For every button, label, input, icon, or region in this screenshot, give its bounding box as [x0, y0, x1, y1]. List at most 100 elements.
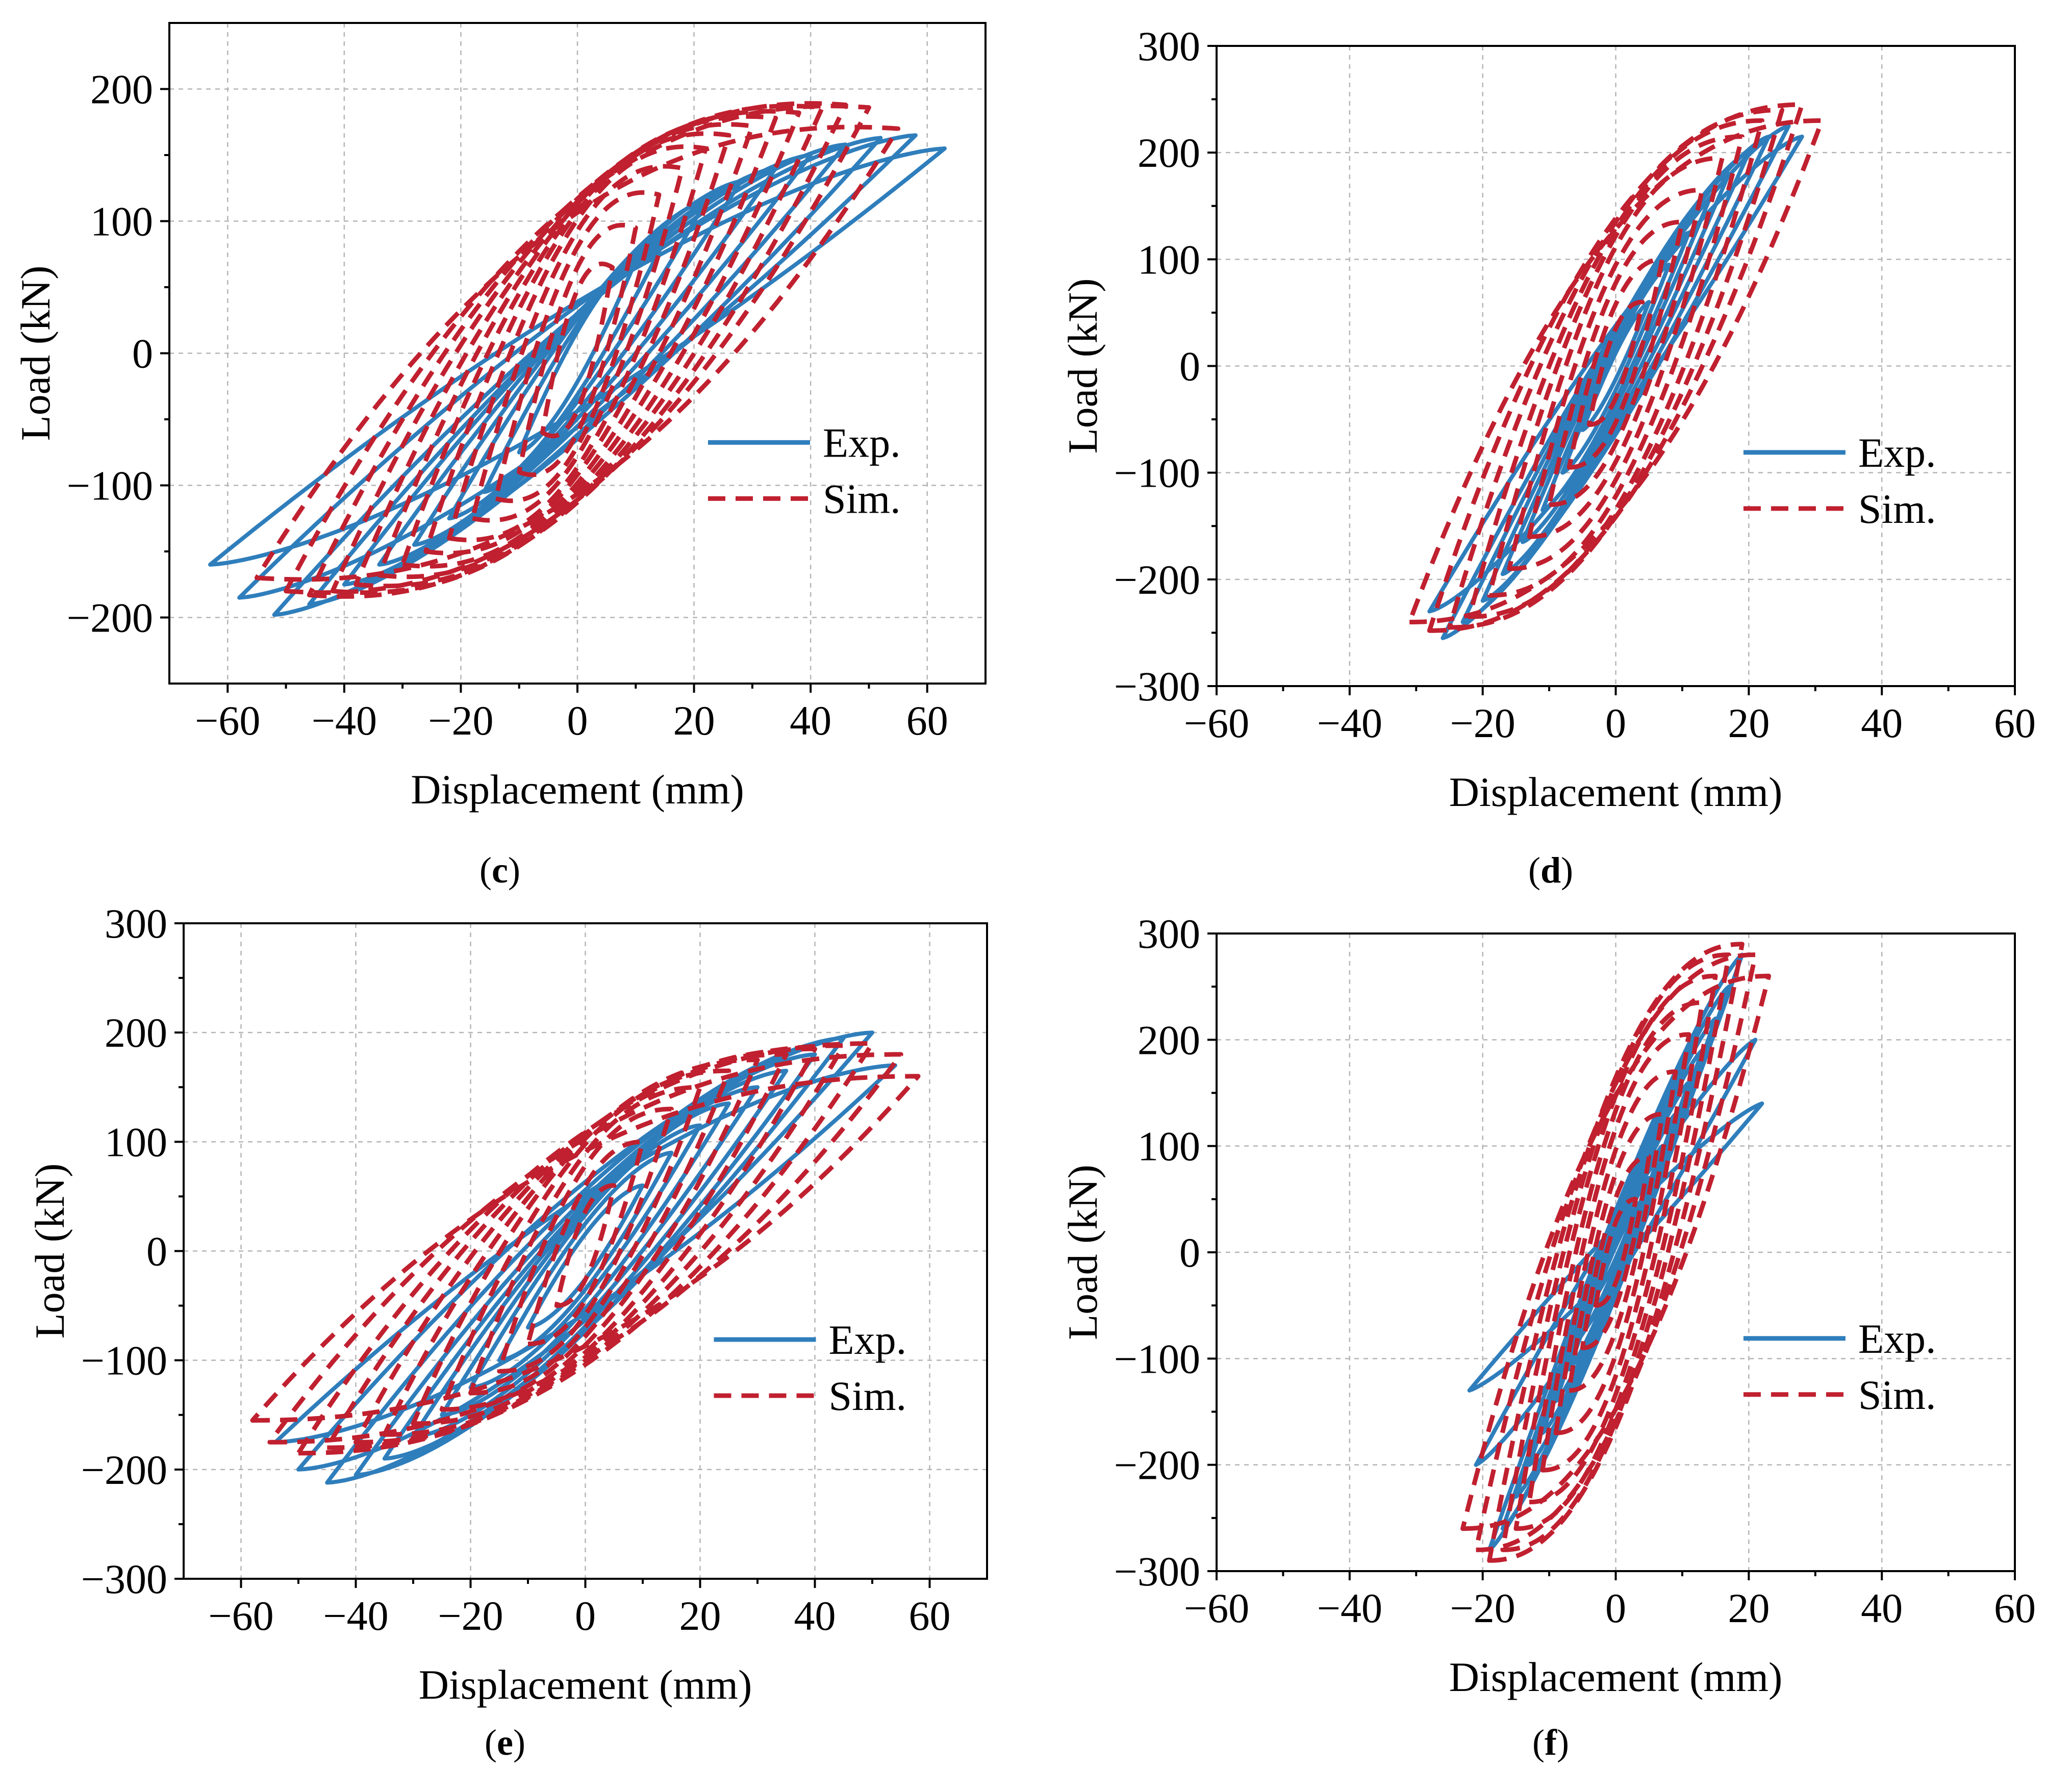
hysteresis-loop: [330, 104, 825, 595]
y-tick-label: −100: [81, 1337, 167, 1384]
hysteresis-loop: [497, 1106, 674, 1374]
hysteresis-loop: [423, 131, 731, 556]
x-tick-label: −60: [1184, 1585, 1249, 1631]
y-tick-label: 200: [90, 66, 153, 113]
x-tick-label: 40: [794, 1593, 836, 1639]
hysteresis-loop: [517, 222, 638, 477]
legend-label: Sim.: [823, 475, 901, 522]
hysteresis-loop: [284, 104, 871, 595]
y-tick-label: 100: [105, 1119, 167, 1165]
hysteresis-loop: [208, 146, 947, 567]
hysteresis-loop: [237, 133, 918, 600]
x-tick-label: −20: [1450, 1585, 1515, 1631]
hysteresis-loop: [1407, 118, 1825, 624]
y-tick-label: −200: [67, 595, 153, 641]
hysteresis-loop: [296, 1041, 875, 1456]
chart-panel-d: −60 −40 −20 0 20 40 60−300−200−1000100200300Di…: [1059, 23, 2036, 891]
x-tick-label: 20: [1728, 1585, 1770, 1631]
x-tick-label: 40: [790, 697, 831, 744]
y-tick-label: −200: [1114, 557, 1200, 603]
y-tick-label: 300: [1138, 23, 1200, 69]
hysteresis-loop: [525, 1139, 645, 1346]
legend-label: Exp.: [829, 1317, 907, 1363]
x-tick-label: 0: [1605, 1585, 1626, 1631]
y-tick-label: 100: [90, 198, 153, 245]
x-tick-label: 20: [673, 697, 715, 744]
hysteresis-loop: [1580, 1154, 1652, 1350]
hysteresis-loop: [1487, 942, 1745, 1563]
hysteresis-loop: [1460, 973, 1771, 1531]
hysteresis-loop: [1427, 134, 1804, 614]
x-tick-label: 60: [1994, 700, 2036, 746]
hysteresis-loop: [254, 124, 901, 582]
legend-label: Sim.: [1858, 1372, 1936, 1418]
x-tick-label: 0: [1605, 700, 1626, 746]
hysteresis-loop: [493, 190, 662, 503]
x-tick-label: 60: [909, 1593, 951, 1639]
hysteresis-loop: [411, 1057, 760, 1426]
x-tick-label: −60: [1184, 700, 1249, 746]
hysteresis-loop: [468, 1123, 702, 1390]
y-axis-title: Load (kN): [12, 266, 59, 441]
hysteresis-loop: [1527, 187, 1705, 539]
hysteresis-loop: [540, 261, 615, 439]
x-tick-label: −20: [438, 1593, 503, 1639]
x-tick-label: −40: [1317, 700, 1382, 746]
hysteresis-loop: [1427, 102, 1805, 633]
panel-caption: (e): [485, 1722, 525, 1763]
x-tick-label: 40: [1861, 700, 1903, 746]
hysteresis-loop: [1467, 118, 1764, 619]
x-tick-label: −40: [323, 1593, 388, 1639]
series-sim: [1407, 102, 1825, 633]
legend: Exp. Sim.: [708, 419, 901, 522]
hysteresis-loop: [1586, 299, 1645, 427]
hysteresis-loop: [1580, 300, 1651, 432]
x-axis-title: Displacement (mm): [1449, 1654, 1783, 1700]
series-sim: [254, 101, 901, 599]
panel-caption: (c): [479, 850, 520, 891]
x-tick-label: −60: [208, 1593, 273, 1639]
y-tick-label: 200: [1138, 1017, 1200, 1063]
y-tick-label: −100: [1114, 1335, 1200, 1382]
legend-label: Exp.: [1858, 430, 1936, 476]
x-tick-label: 0: [575, 1593, 596, 1639]
hysteresis-loop: [1553, 1069, 1678, 1435]
hysteresis-loop: [1474, 1038, 1758, 1467]
x-tick-label: 40: [1861, 1585, 1903, 1631]
y-tick-label: 100: [1138, 1123, 1200, 1170]
legend: Exp. Sim.: [1743, 1316, 1936, 1418]
legend: Exp. Sim.: [714, 1317, 907, 1419]
y-tick-label: −200: [81, 1447, 167, 1493]
hysteresis-loop: [325, 1036, 846, 1485]
y-axis-title: Load (kN): [1059, 279, 1106, 454]
x-tick-label: −60: [195, 697, 260, 744]
x-tick-label: 20: [1728, 700, 1770, 746]
hysteresis-loop: [1467, 1101, 1764, 1393]
x-tick-label: 60: [906, 697, 948, 744]
legend-label: Sim.: [829, 1373, 907, 1419]
x-tick-label: −20: [428, 697, 493, 744]
y-tick-label: 300: [105, 900, 167, 947]
panel-caption: (d): [1528, 850, 1573, 891]
x-axis-title: Displacement (mm): [1449, 769, 1783, 815]
hysteresis-loop: [439, 1068, 731, 1412]
x-tick-label: −40: [312, 697, 377, 744]
y-tick-label: 0: [132, 331, 153, 377]
chart-panel-c: −60 −40 −20 0 20 40 60−200−1000100200Displacem…: [12, 22, 987, 891]
hysteresis-loop: [1540, 1032, 1691, 1473]
hysteresis-loop: [353, 1046, 817, 1445]
y-tick-label: 100: [1138, 236, 1200, 283]
hysteresis-loop: [497, 1150, 674, 1362]
hysteresis-loop: [250, 1074, 921, 1423]
x-tick-label: −20: [1450, 700, 1515, 746]
y-tick-label: 200: [105, 1009, 167, 1056]
y-tick-label: −100: [67, 463, 153, 509]
y-tick-label: 0: [146, 1228, 167, 1275]
hysteresis-loop: [1547, 219, 1685, 507]
y-tick-label: −300: [81, 1556, 167, 1602]
y-axis-title: Load (kN): [27, 1164, 73, 1339]
y-tick-label: −300: [1114, 1548, 1200, 1595]
panel-caption: (f): [1532, 1722, 1569, 1763]
hysteresis-loop: [1513, 973, 1718, 1531]
